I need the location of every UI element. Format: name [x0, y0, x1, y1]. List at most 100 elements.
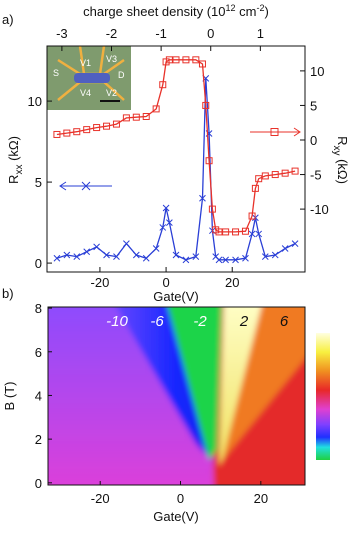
arrow [250, 127, 301, 137]
marker [202, 101, 210, 109]
label-sup: 12 [226, 3, 236, 13]
panel-label: b) [2, 286, 14, 301]
marker [73, 253, 81, 260]
marker [122, 114, 130, 122]
marker [291, 240, 299, 248]
marker [53, 254, 61, 262]
y-tick-label: 0 [35, 256, 42, 271]
marker [53, 130, 61, 138]
region [116, 307, 213, 462]
marker [132, 251, 140, 259]
top-axis-label: charge sheet density (1012 cm-2) [83, 3, 269, 19]
marker [123, 240, 130, 248]
marker [255, 175, 263, 183]
marker [281, 245, 289, 252]
marker [271, 171, 279, 179]
y-tick-label: 4 [35, 388, 42, 403]
x2-tick-label: -3 [56, 26, 68, 41]
marker [83, 126, 91, 134]
y-tick-label: 5 [35, 175, 42, 190]
marker [132, 113, 140, 121]
region [219, 307, 262, 466]
arrow-marker [270, 128, 279, 136]
marker [222, 256, 229, 264]
label-sub: xy [331, 145, 342, 155]
marker [261, 253, 269, 260]
marker [103, 251, 110, 259]
y2-tick-label: -5 [310, 168, 322, 183]
marker [232, 256, 239, 264]
y2-tick-label: -10 [310, 202, 329, 217]
x2-tick-label: -1 [155, 26, 167, 41]
marker [242, 254, 249, 262]
label-sub: xx [14, 165, 25, 175]
marker [152, 105, 160, 113]
marker [199, 194, 206, 202]
label-sup: -2 [256, 3, 264, 13]
marker [93, 243, 100, 251]
marker [93, 124, 101, 132]
marker [83, 248, 91, 256]
marker [159, 224, 167, 231]
marker [208, 205, 216, 213]
plot-frame [47, 306, 306, 486]
filling-factor-label: 6 [280, 313, 289, 330]
marker [215, 228, 223, 236]
marker [182, 56, 190, 64]
marker [255, 230, 263, 238]
inset-label: V1 [80, 58, 91, 68]
marker [222, 228, 230, 236]
color-map [48, 307, 305, 485]
label-part: charge sheet density (10 [83, 4, 225, 19]
marker [248, 212, 256, 220]
x-axis-label: Gate(V) [153, 289, 199, 304]
y-tick-label: 6 [35, 345, 42, 360]
x-tick-label: -20 [91, 491, 110, 506]
marker [192, 253, 200, 260]
marker [162, 204, 170, 212]
inset-label: V2 [106, 88, 117, 98]
inset-label: S [53, 68, 59, 78]
x-axis-label: Gate(V) [153, 509, 199, 524]
label-part: cm [236, 4, 257, 19]
filling-factor-label: 2 [239, 313, 249, 330]
arrow-marker [81, 181, 91, 191]
marker [261, 172, 269, 180]
label-part: ) [265, 4, 269, 19]
y2-tick-label: 10 [310, 64, 324, 79]
label-part: R [335, 136, 350, 145]
y-tick-label: 2 [35, 432, 42, 447]
marker [271, 251, 279, 259]
marker [232, 228, 240, 236]
inset-label: D [118, 70, 125, 80]
marker [172, 56, 180, 64]
color-map-layers [48, 307, 305, 485]
inset: S V1 V3 V4 V2D [47, 45, 131, 110]
marker [112, 120, 120, 128]
y-tick-label: 10 [28, 94, 42, 109]
y-axis-label: B (T) [2, 382, 17, 411]
plot-frame [46, 45, 306, 273]
x2-tick-label: 0 [207, 26, 214, 41]
marker [215, 256, 223, 264]
label-part: (kΩ) [335, 155, 350, 184]
marker [142, 112, 150, 120]
y-axis-label: Rxx (kΩ) [6, 136, 25, 184]
y2-tick-label: 5 [310, 98, 317, 113]
marker [152, 245, 160, 252]
filling-factor-label: -6 [150, 313, 164, 330]
filling-factor-label: -2 [193, 313, 207, 330]
region [221, 307, 305, 462]
marker [159, 81, 167, 89]
marker [142, 254, 150, 262]
marker [63, 129, 71, 137]
x-tick-label: 20 [254, 491, 268, 506]
x-tick-label: 0 [177, 491, 184, 506]
label-part: (kΩ) [6, 136, 21, 165]
inset-channel [74, 73, 110, 83]
marker [63, 251, 71, 259]
marker [166, 219, 173, 226]
x-tick-label: 0 [162, 275, 169, 290]
y2-axis-label: Rxy (kΩ) [331, 136, 350, 184]
